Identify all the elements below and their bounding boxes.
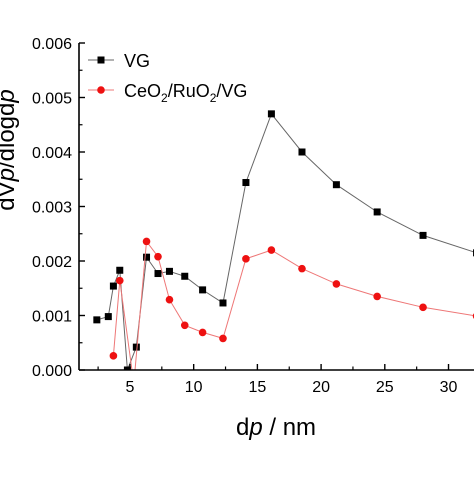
y-tick-label: 0.005 (32, 91, 72, 108)
vg-point-marker (242, 179, 250, 187)
x-tick-label: 25 (376, 379, 394, 396)
x-tick-label: 15 (248, 379, 266, 396)
vg-point-marker (109, 282, 117, 290)
y-tick-label: 0.000 (32, 363, 72, 380)
vg-point-marker (298, 148, 306, 156)
ceo2-ruo2-vg-point-marker (154, 252, 162, 261)
y-tick-label: 0.001 (32, 309, 72, 326)
vg-point-marker (104, 313, 112, 321)
vg-point-marker (181, 272, 189, 280)
ceo2-ruo2-vg-point-marker (267, 246, 276, 254)
ceo2-ruo2-vg-point-marker (109, 352, 118, 360)
vg-point-marker (267, 110, 275, 118)
ceo2-ruo2-vg-point-marker (373, 292, 381, 301)
x-tick-label: 10 (185, 379, 203, 396)
ceo2-ruo2-vg-point-marker (198, 328, 207, 337)
y-tick-label: 0.004 (32, 145, 72, 162)
vg-point-marker (332, 181, 340, 189)
ceo2-ruo2-vg-point-marker (165, 295, 174, 304)
legend-vg-marker (97, 56, 105, 64)
ceo2-ruo2-vg-point-marker (332, 280, 341, 288)
ceo2-ruo2-vg-point-marker (242, 255, 250, 263)
legend-ceo2-ruo2-vg-label: CeO2/RuO2/VG (124, 81, 247, 105)
series-ceo2-ruo2-vg-line (112, 240, 474, 370)
ceo2-ruo2-vg-point-marker (219, 334, 227, 343)
vg-point-marker (123, 366, 131, 370)
y-tick-label: 0.002 (32, 254, 72, 271)
vg-point-marker (419, 231, 427, 239)
legend-ceo2-ruo2-vg-marker (97, 86, 105, 94)
vg-point-marker (165, 267, 173, 275)
x-axis-title: dp / nm (236, 414, 316, 441)
ceo2-ruo2-vg-point-marker (115, 276, 124, 285)
x-tick-label: 30 (440, 379, 458, 396)
vg-point-marker (373, 208, 381, 216)
y-tick-label: 0.003 (32, 200, 72, 217)
ceo2-ruo2-vg-point-marker (419, 303, 427, 312)
ceo2-ruo2-vg-point-marker (298, 264, 306, 273)
y-tick-label: 0.006 (32, 36, 72, 53)
ceo2-ruo2-vg-point-marker (180, 321, 189, 330)
ceo2-ruo2-vg-point-marker (142, 237, 151, 246)
vg-point-marker (154, 270, 162, 278)
vg-point-marker (116, 266, 124, 274)
vg-point-marker (132, 343, 140, 351)
series-vg-line (96, 112, 474, 370)
vg-point-marker (93, 316, 101, 324)
legend-vg-label: VG (124, 51, 150, 71)
vg-point-marker (219, 299, 227, 307)
x-tick-label: 20 (312, 379, 330, 396)
y-axis-title: dVp/dlogdp (0, 89, 20, 210)
x-tick-label: 5 (126, 379, 135, 396)
vg-point-marker (199, 286, 207, 294)
vg-point-marker (143, 253, 151, 261)
